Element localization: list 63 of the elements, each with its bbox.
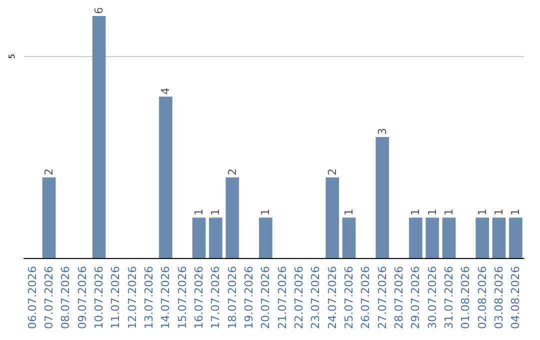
x-tick-label: 11.07.2026: [109, 266, 122, 330]
data-label: 1: [492, 208, 506, 216]
x-tick-label: 22.07.2026: [292, 266, 306, 330]
data-label: 1: [509, 208, 522, 216]
x-tick-label: 09.07.2026: [76, 266, 89, 330]
data-label: 1: [409, 208, 422, 216]
x-tick-label: 07.07.2026: [42, 266, 56, 330]
x-tick-label: 06.07.2026: [26, 266, 39, 330]
data-label: 2: [326, 168, 339, 176]
bar: [509, 218, 522, 258]
bar: [226, 177, 239, 258]
bar: [492, 218, 506, 258]
data-label: 2: [226, 168, 239, 176]
x-tick-label: 19.07.2026: [242, 266, 256, 330]
data-label: 1: [476, 208, 489, 216]
data-label: 1: [442, 208, 456, 216]
bar: [409, 218, 422, 258]
y-tick-label: 5: [8, 54, 16, 59]
x-tick-label: 18.07.2026: [226, 266, 239, 330]
x-tick-label: 21.07.2026: [276, 266, 289, 330]
data-label: 1: [259, 208, 272, 216]
x-tick-label: 16.07.2026: [192, 266, 206, 330]
x-tick-label: 17.07.2026: [209, 266, 222, 330]
bar: [426, 218, 439, 258]
bar: [42, 177, 56, 258]
data-label: 4: [159, 88, 172, 95]
x-tick-label: 28.07.2026: [392, 266, 406, 330]
x-tick-label: 04.08.2026: [509, 266, 522, 330]
bar: [342, 218, 356, 258]
data-label: 1: [209, 208, 222, 216]
bar: [259, 218, 272, 258]
bar: [159, 96, 172, 258]
bar: [442, 218, 456, 258]
data-label: 1: [342, 208, 356, 216]
data-label: 2: [42, 168, 56, 176]
data-label: 1: [426, 208, 439, 216]
x-tick-label: 30.07.2026: [426, 266, 439, 330]
data-label: 3: [376, 128, 389, 136]
bar: [476, 218, 489, 258]
bar: [92, 16, 106, 258]
x-tick-label: 20.07.2026: [259, 266, 272, 330]
x-tick-label: 01.08.2026: [459, 266, 472, 330]
x-tick-label: 24.07.2026: [326, 266, 339, 330]
data-label: 6: [92, 7, 106, 14]
x-tick-label: 23.07.2026: [309, 266, 322, 330]
x-tick-label: 13.07.2026: [142, 266, 156, 330]
bar: [209, 218, 222, 258]
x-tick-label: 26.07.2026: [359, 266, 372, 330]
x-tick-label: 31.07.2026: [442, 266, 456, 330]
x-tick-label: 08.07.2026: [59, 266, 72, 330]
bar: [326, 177, 339, 258]
bar: [192, 218, 206, 258]
x-tick-label: 27.07.2026: [376, 266, 389, 330]
x-tick-label: 15.07.2026: [176, 266, 189, 330]
x-tick-label: 03.08.2026: [492, 266, 506, 330]
x-tick-label: 29.07.2026: [409, 266, 422, 330]
x-tick-label: 25.07.2026: [342, 266, 356, 330]
x-tick-label: 10.07.2026: [92, 266, 106, 330]
x-tick-label: 02.08.2026: [476, 266, 489, 330]
data-label: 1: [192, 208, 206, 216]
x-tick-label: 12.07.2026: [126, 266, 139, 330]
bar: [376, 137, 389, 258]
x-tick-label: 14.07.2026: [159, 266, 172, 330]
